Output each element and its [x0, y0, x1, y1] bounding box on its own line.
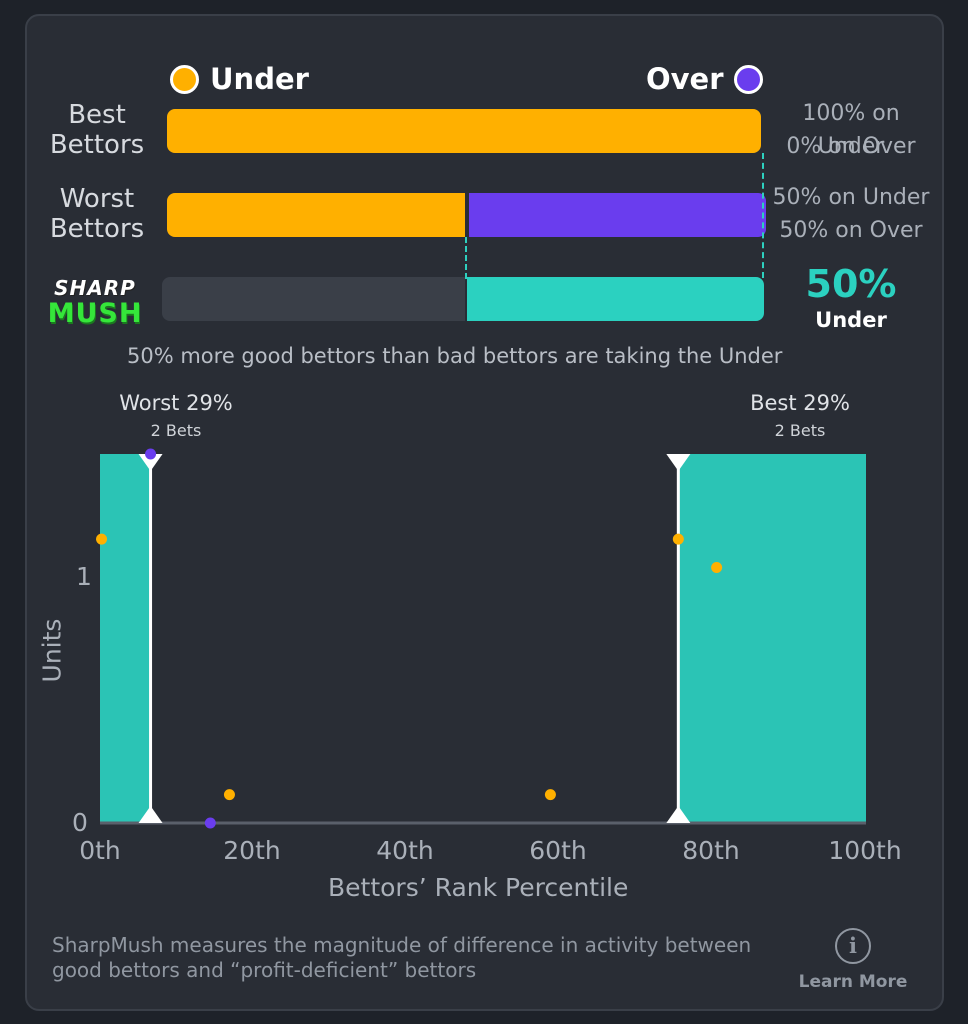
best-under-bar: [167, 109, 761, 153]
best-end-connector: [762, 153, 764, 278]
x-tick-label: 60th: [529, 836, 587, 865]
worst-bucket-title: Worst 29%: [119, 391, 233, 415]
worst-split-connector: [465, 237, 467, 279]
x-tick-label: 80th: [682, 836, 740, 865]
sharpmush-under-fill: [467, 277, 764, 321]
under-data-point: [544, 789, 556, 801]
under-legend-dot: [170, 65, 199, 94]
x-tick-label: 0th: [79, 836, 121, 865]
worst-bucket-region: [100, 454, 151, 823]
best-boundary-bottom-marker: [666, 806, 691, 823]
learn-more-button[interactable]: i Learn More: [793, 928, 913, 998]
sharpmush-percent: 50%: [805, 262, 897, 306]
worst-under-pct: 50% on Under: [772, 185, 930, 210]
worst-over-bar: [469, 193, 766, 237]
worst-boundary-bottom-marker: [138, 806, 163, 823]
worst-under-bar: [167, 193, 465, 237]
under-data-point: [711, 562, 723, 574]
x-tick-label: 100th: [828, 836, 902, 865]
best-bucket-subtitle: 2 Bets: [774, 421, 826, 440]
footer-description: SharpMush measures the magnitude of diff…: [52, 933, 752, 982]
worst-over-pct: 50% on Over: [779, 218, 923, 243]
sharpmush-side: Under: [815, 308, 887, 332]
x-tick-label: 20th: [223, 836, 281, 865]
sharpmush-track: [162, 277, 465, 321]
worst-bettors-label: Worst Bettors: [49, 184, 145, 244]
worst-boundary-top-marker: [138, 454, 163, 471]
x-axis-title: Bettors’ Rank Percentile: [328, 873, 629, 902]
under-data-point: [223, 789, 235, 801]
sharpmush-logo-top: SHARP: [54, 276, 136, 300]
best-over-pct: 0% on Over: [786, 134, 916, 159]
best-boundary-top-marker: [666, 454, 691, 471]
worst-bucket-subtitle: 2 Bets: [150, 421, 202, 440]
summary-text: 50% more good bettors than bad bettors a…: [127, 344, 783, 368]
sharpmush-logo-bottom: MUSH: [47, 298, 143, 329]
info-icon: i: [835, 928, 871, 964]
under-legend-label: Under: [210, 62, 309, 96]
over-legend-dot: [734, 65, 763, 94]
best-bucket-title: Best 29%: [750, 391, 850, 415]
best-bettors-label: Best Bettors: [49, 100, 145, 160]
sharpmush-logo: SHARP MUSH: [36, 276, 154, 334]
over-legend-label: Over: [646, 62, 724, 96]
y-tick-label: 1: [76, 562, 92, 591]
under-data-point: [96, 533, 108, 545]
y-axis-title: Units: [37, 618, 67, 683]
learn-more-label: Learn More: [798, 972, 908, 992]
best-under-pct: 100% on Under: [802, 101, 900, 159]
best-bucket-region: [678, 454, 866, 823]
over-data-point: [204, 817, 216, 829]
x-tick-label: 40th: [376, 836, 434, 865]
under-data-point: [672, 533, 684, 545]
y-tick-label: 0: [72, 808, 88, 837]
over-data-point: [145, 448, 157, 460]
